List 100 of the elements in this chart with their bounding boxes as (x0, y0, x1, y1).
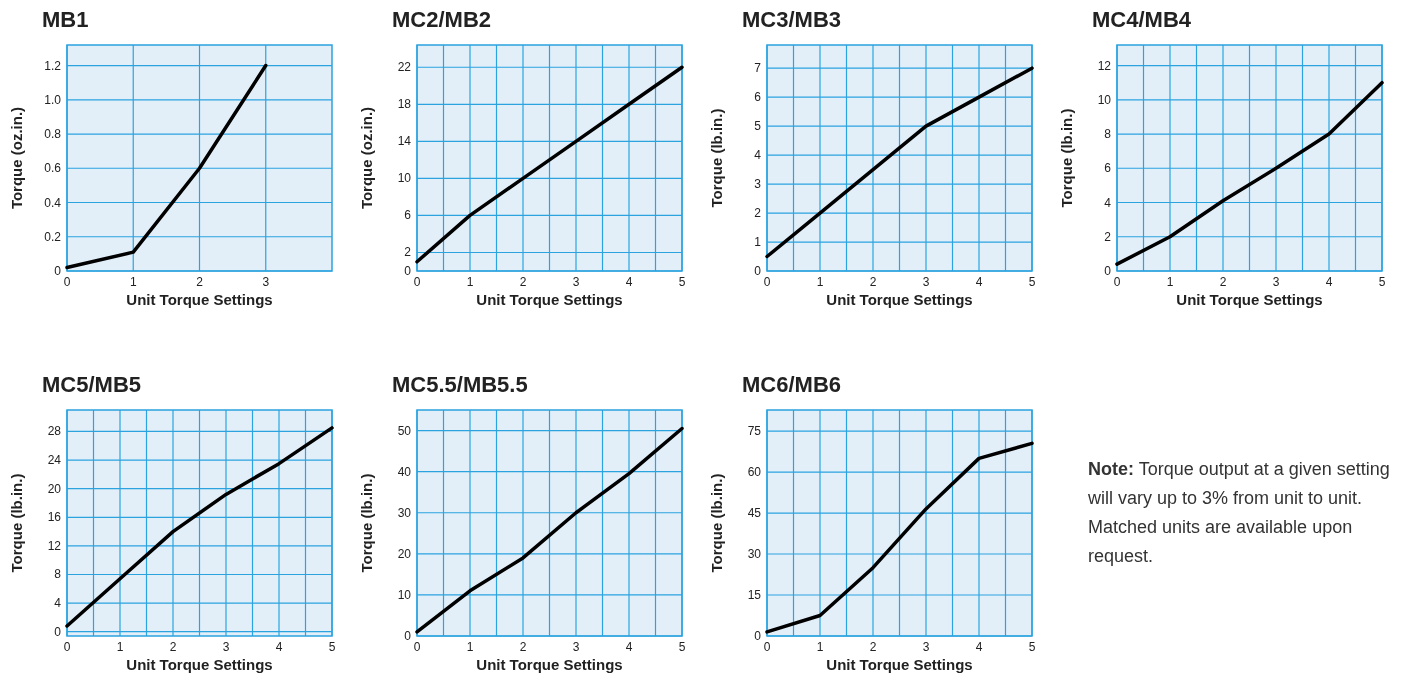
y-tick-label: 20 (47, 481, 62, 496)
y-axis-title: Torque (oz.in.) (8, 106, 25, 210)
y-tick-label: 2 (754, 206, 762, 221)
y-tick-label: 5 (754, 119, 762, 134)
x-tick-label: 1 (816, 275, 824, 289)
x-tick-label: 3 (572, 640, 580, 654)
y-tick-label: 0 (404, 629, 412, 643)
y-tick-label: 0.2 (44, 229, 62, 244)
y-tick-label: 18 (397, 97, 412, 112)
x-tick-label: 3 (1272, 275, 1280, 289)
y-tick-label: 24 (47, 453, 62, 468)
x-tick-label: 1 (466, 640, 474, 654)
y-tick-label: 6 (404, 208, 412, 223)
x-axis-title: Unit Torque Settings (126, 291, 273, 308)
x-axis-title: Unit Torque Settings (826, 291, 973, 308)
x-tick-label: 0 (763, 275, 771, 289)
y-tick-label: 2 (404, 245, 412, 260)
y-tick-label: 0.6 (44, 161, 62, 176)
y-axis-title: Torque (lb.in.) (8, 473, 25, 573)
x-tick-label: 0 (63, 275, 71, 289)
y-tick-label: 22 (397, 60, 412, 75)
y-tick-label: 28 (47, 424, 62, 439)
x-tick-label: 0 (63, 640, 71, 654)
y-tick-label: 4 (1104, 195, 1112, 210)
y-axis-title: Torque (lb.in.) (358, 473, 375, 573)
line-series (1115, 80, 1384, 266)
line-series (65, 63, 268, 270)
x-tick-label: 5 (1378, 275, 1386, 289)
x-tick-label: 0 (1113, 275, 1121, 289)
y-tick-label: 45 (747, 506, 762, 521)
x-tick-label: 4 (975, 640, 983, 654)
y-tick-label: 10 (1097, 92, 1112, 107)
x-tick-label: 2 (519, 640, 527, 654)
line-series (65, 426, 334, 628)
y-tick-label: 30 (747, 547, 762, 562)
y-axis-title: Torque (lb.in.) (708, 108, 725, 208)
chart-title: MC5/MB5 (42, 372, 142, 397)
chart-title: MC6/MB6 (742, 372, 842, 397)
chart-title: MC4/MB4 (1092, 7, 1192, 32)
y-tick-label: 0.4 (44, 195, 62, 210)
y-tick-label: 40 (397, 464, 412, 479)
y-tick-label: 6 (1104, 161, 1112, 176)
x-tick-label: 0 (763, 640, 771, 654)
y-tick-label: 4 (754, 148, 762, 163)
x-tick-label: 2 (869, 275, 877, 289)
x-tick-label: 1 (816, 640, 824, 654)
y-tick-label: 10 (397, 587, 412, 602)
line-series (765, 66, 1034, 259)
y-axis-title: Torque (lb.in.) (708, 473, 725, 573)
x-tick-label: 2 (1219, 275, 1227, 289)
x-tick-label: 5 (678, 275, 686, 289)
y-tick-label: 0 (1104, 264, 1112, 278)
y-tick-label: 20 (397, 546, 412, 561)
x-tick-label: 3 (922, 275, 930, 289)
x-tick-label: 1 (116, 640, 124, 654)
y-tick-label: 0 (754, 264, 762, 278)
x-tick-label: 1 (1166, 275, 1174, 289)
y-tick-label: 1.2 (44, 58, 62, 73)
line-series (415, 65, 684, 264)
x-axis-title: Unit Torque Settings (826, 656, 973, 673)
y-tick-label: 75 (747, 424, 762, 439)
y-tick-label: 1 (754, 235, 762, 250)
x-tick-label: 5 (328, 640, 336, 654)
y-tick-label: 0 (404, 264, 412, 278)
x-tick-label: 3 (222, 640, 230, 654)
x-tick-label: 4 (275, 640, 283, 654)
x-tick-label: 0 (413, 640, 421, 654)
y-tick-label: 60 (747, 465, 762, 480)
x-tick-label: 1 (466, 275, 474, 289)
y-tick-label: 15 (747, 588, 762, 603)
x-tick-label: 5 (678, 640, 686, 654)
chart-title: MC5.5/MB5.5 (392, 372, 528, 397)
x-axis-title: Unit Torque Settings (476, 656, 623, 673)
y-tick-label: 16 (47, 510, 62, 525)
y-tick-label: 0.8 (44, 127, 62, 142)
y-tick-label: 12 (1097, 58, 1112, 73)
x-tick-label: 4 (1325, 275, 1333, 289)
y-tick-label: 8 (54, 567, 62, 582)
x-tick-label: 2 (519, 275, 527, 289)
y-tick-label: 8 (1104, 127, 1112, 142)
y-tick-label: 0 (754, 629, 762, 643)
x-tick-label: 2 (196, 275, 204, 289)
x-tick-label: 5 (1028, 640, 1036, 654)
chart-title: MC2/MB2 (392, 7, 492, 32)
x-axis-title: Unit Torque Settings (476, 291, 623, 308)
y-tick-label: 0 (54, 264, 62, 278)
y-tick-label: 12 (47, 538, 62, 553)
chart-title: MB1 (42, 7, 89, 32)
x-tick-label: 4 (625, 640, 633, 654)
x-tick-label: 5 (1028, 275, 1036, 289)
y-tick-label: 1.0 (44, 92, 62, 107)
y-tick-label: 4 (54, 596, 62, 611)
x-tick-label: 2 (169, 640, 177, 654)
x-tick-label: 3 (262, 275, 270, 289)
x-tick-label: 2 (869, 640, 877, 654)
text: Note: Torque output at a given setting will vary up to 3% from unit to unit. Matched units are available upon request. (1087, 459, 1390, 566)
y-axis-title: Torque (oz.in.) (358, 106, 375, 210)
y-tick-label: 10 (397, 171, 412, 186)
y-tick-label: 50 (397, 423, 412, 438)
x-tick-label: 0 (413, 275, 421, 289)
